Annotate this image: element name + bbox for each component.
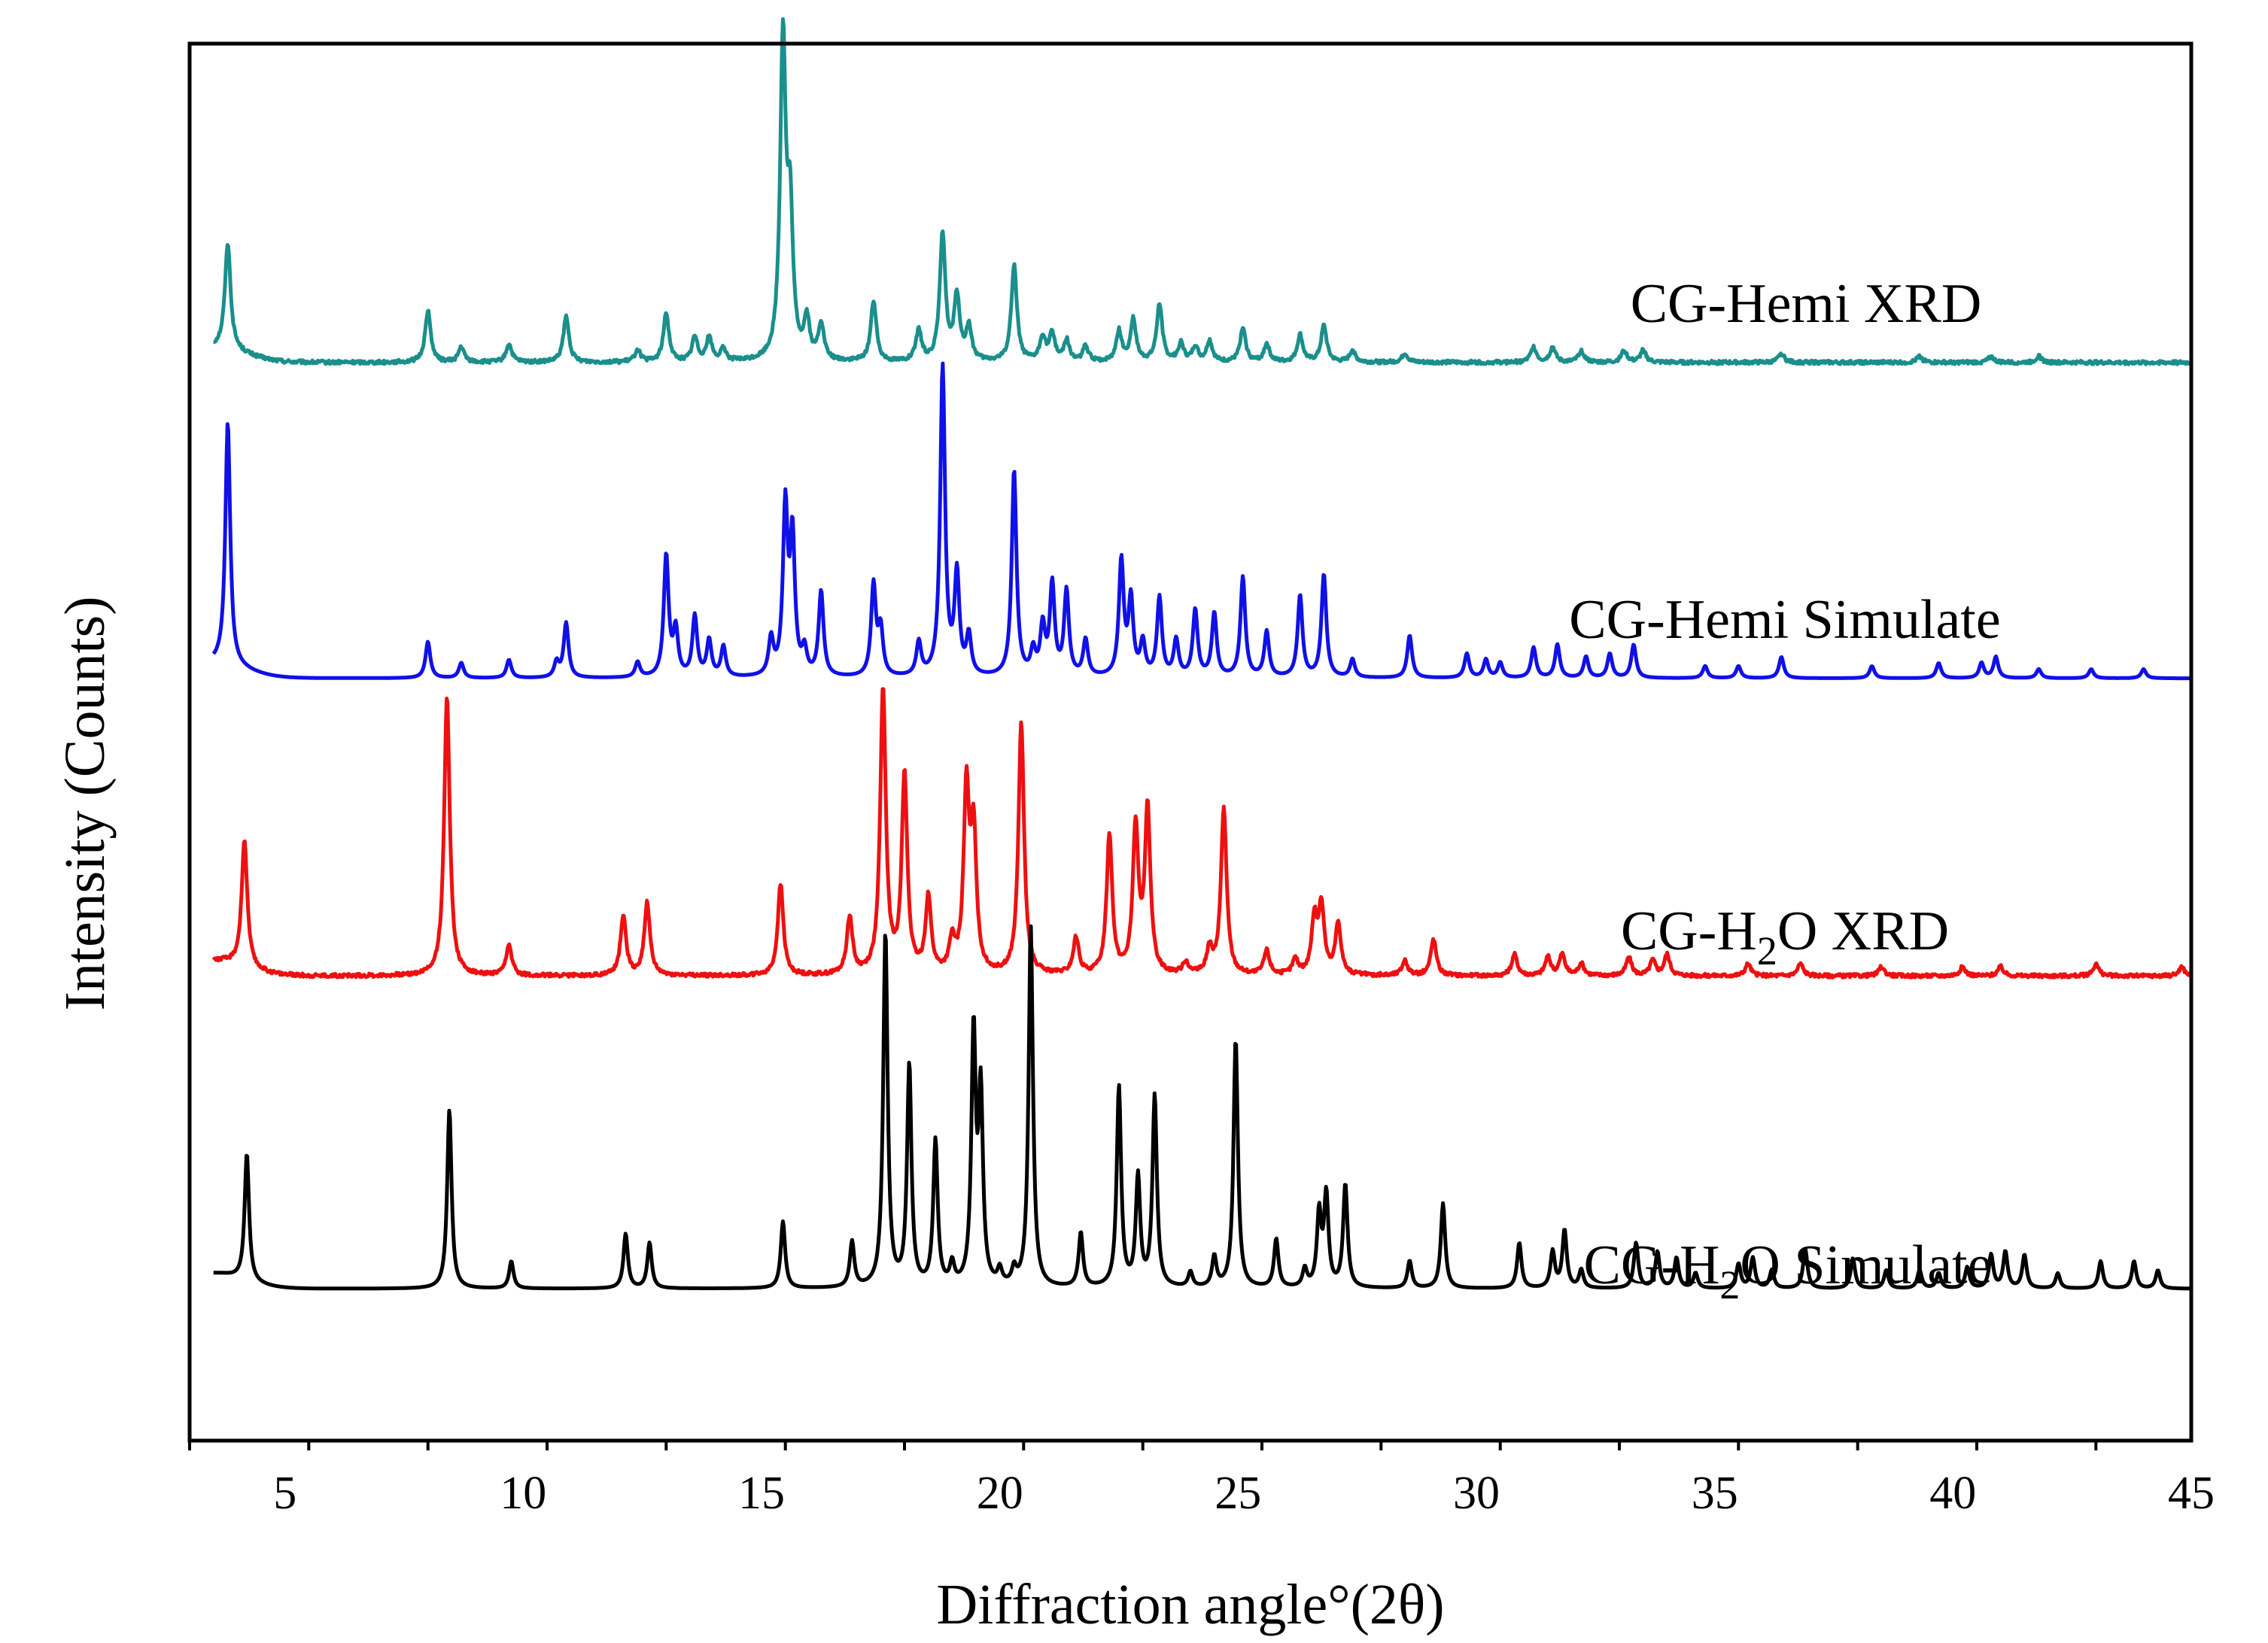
series-label-cg-hemi-simulate: CG-Hemi Simulate [1569,589,2000,651]
series-cg-h2o-xrd [211,687,2194,979]
series-label-cg-h2o-xrd: CG-H2O XRD [1621,900,1949,973]
series-labels: CG-Hemi XRD CG-Hemi Simulate CG-H2O XRD CG-… [1569,273,2000,1307]
x-axis-title: Diffraction angle°(2θ) [936,1573,1444,1636]
series-cg-h2o-simulate [212,924,2193,1291]
series-label-cg-h2o-simulate: CG-H2O Simulate [1584,1235,1993,1307]
series-line-cg-h2o-simulate [212,924,2193,1291]
series-cg-hemi-simulate [211,361,2193,681]
x-tick-label-40: 40 [1929,1468,1976,1519]
series-line-cg-hemi-xrd [212,17,2193,366]
series-cg-hemi-xrd [212,17,2193,366]
x-tick-label-10: 10 [500,1468,546,1519]
x-tick-label-25: 25 [1215,1468,1261,1519]
y-axis-title: Intensity (Counts) [53,597,117,1011]
x-axis-ticks [188,1441,2098,1450]
series-line-cg-hemi-simulate [211,361,2193,681]
x-tick-label-5: 5 [273,1468,296,1519]
series-label-cg-hemi-xrd: CG-Hemi XRD [1631,273,1982,335]
x-tick-label-35: 35 [1692,1468,1738,1519]
series-layer [211,17,2194,1291]
x-tick-label-45: 45 [2168,1468,2215,1519]
x-tick-label-15: 15 [738,1468,785,1519]
x-tick-label-30: 30 [1453,1468,1500,1519]
series-line-cg-h2o-xrd [211,687,2194,979]
plot-frame [187,41,2194,1443]
x-tick-label-20: 20 [977,1468,1023,1519]
x-axis-tick-labels: 5 10 15 20 25 30 35 40 45 [273,1468,2215,1519]
